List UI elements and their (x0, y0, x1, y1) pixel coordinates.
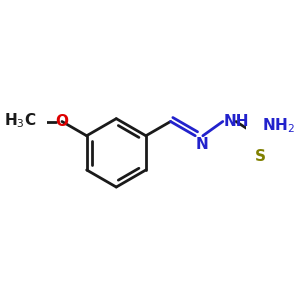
Text: O: O (56, 114, 68, 129)
Text: N: N (196, 137, 208, 152)
Text: NH$_2$: NH$_2$ (262, 116, 295, 135)
Text: H$_3$C: H$_3$C (4, 112, 37, 130)
Text: S: S (254, 149, 266, 164)
Text: NH: NH (223, 113, 249, 128)
